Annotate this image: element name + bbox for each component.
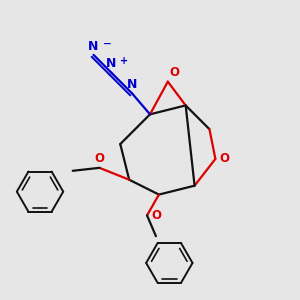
Text: N: N xyxy=(106,57,116,70)
Text: O: O xyxy=(151,209,161,222)
Text: −: − xyxy=(102,38,111,48)
Text: +: + xyxy=(120,56,128,66)
Text: O: O xyxy=(219,152,229,165)
Text: N: N xyxy=(88,40,98,52)
Text: O: O xyxy=(169,66,179,79)
Text: N: N xyxy=(126,78,137,91)
Text: O: O xyxy=(94,152,104,165)
